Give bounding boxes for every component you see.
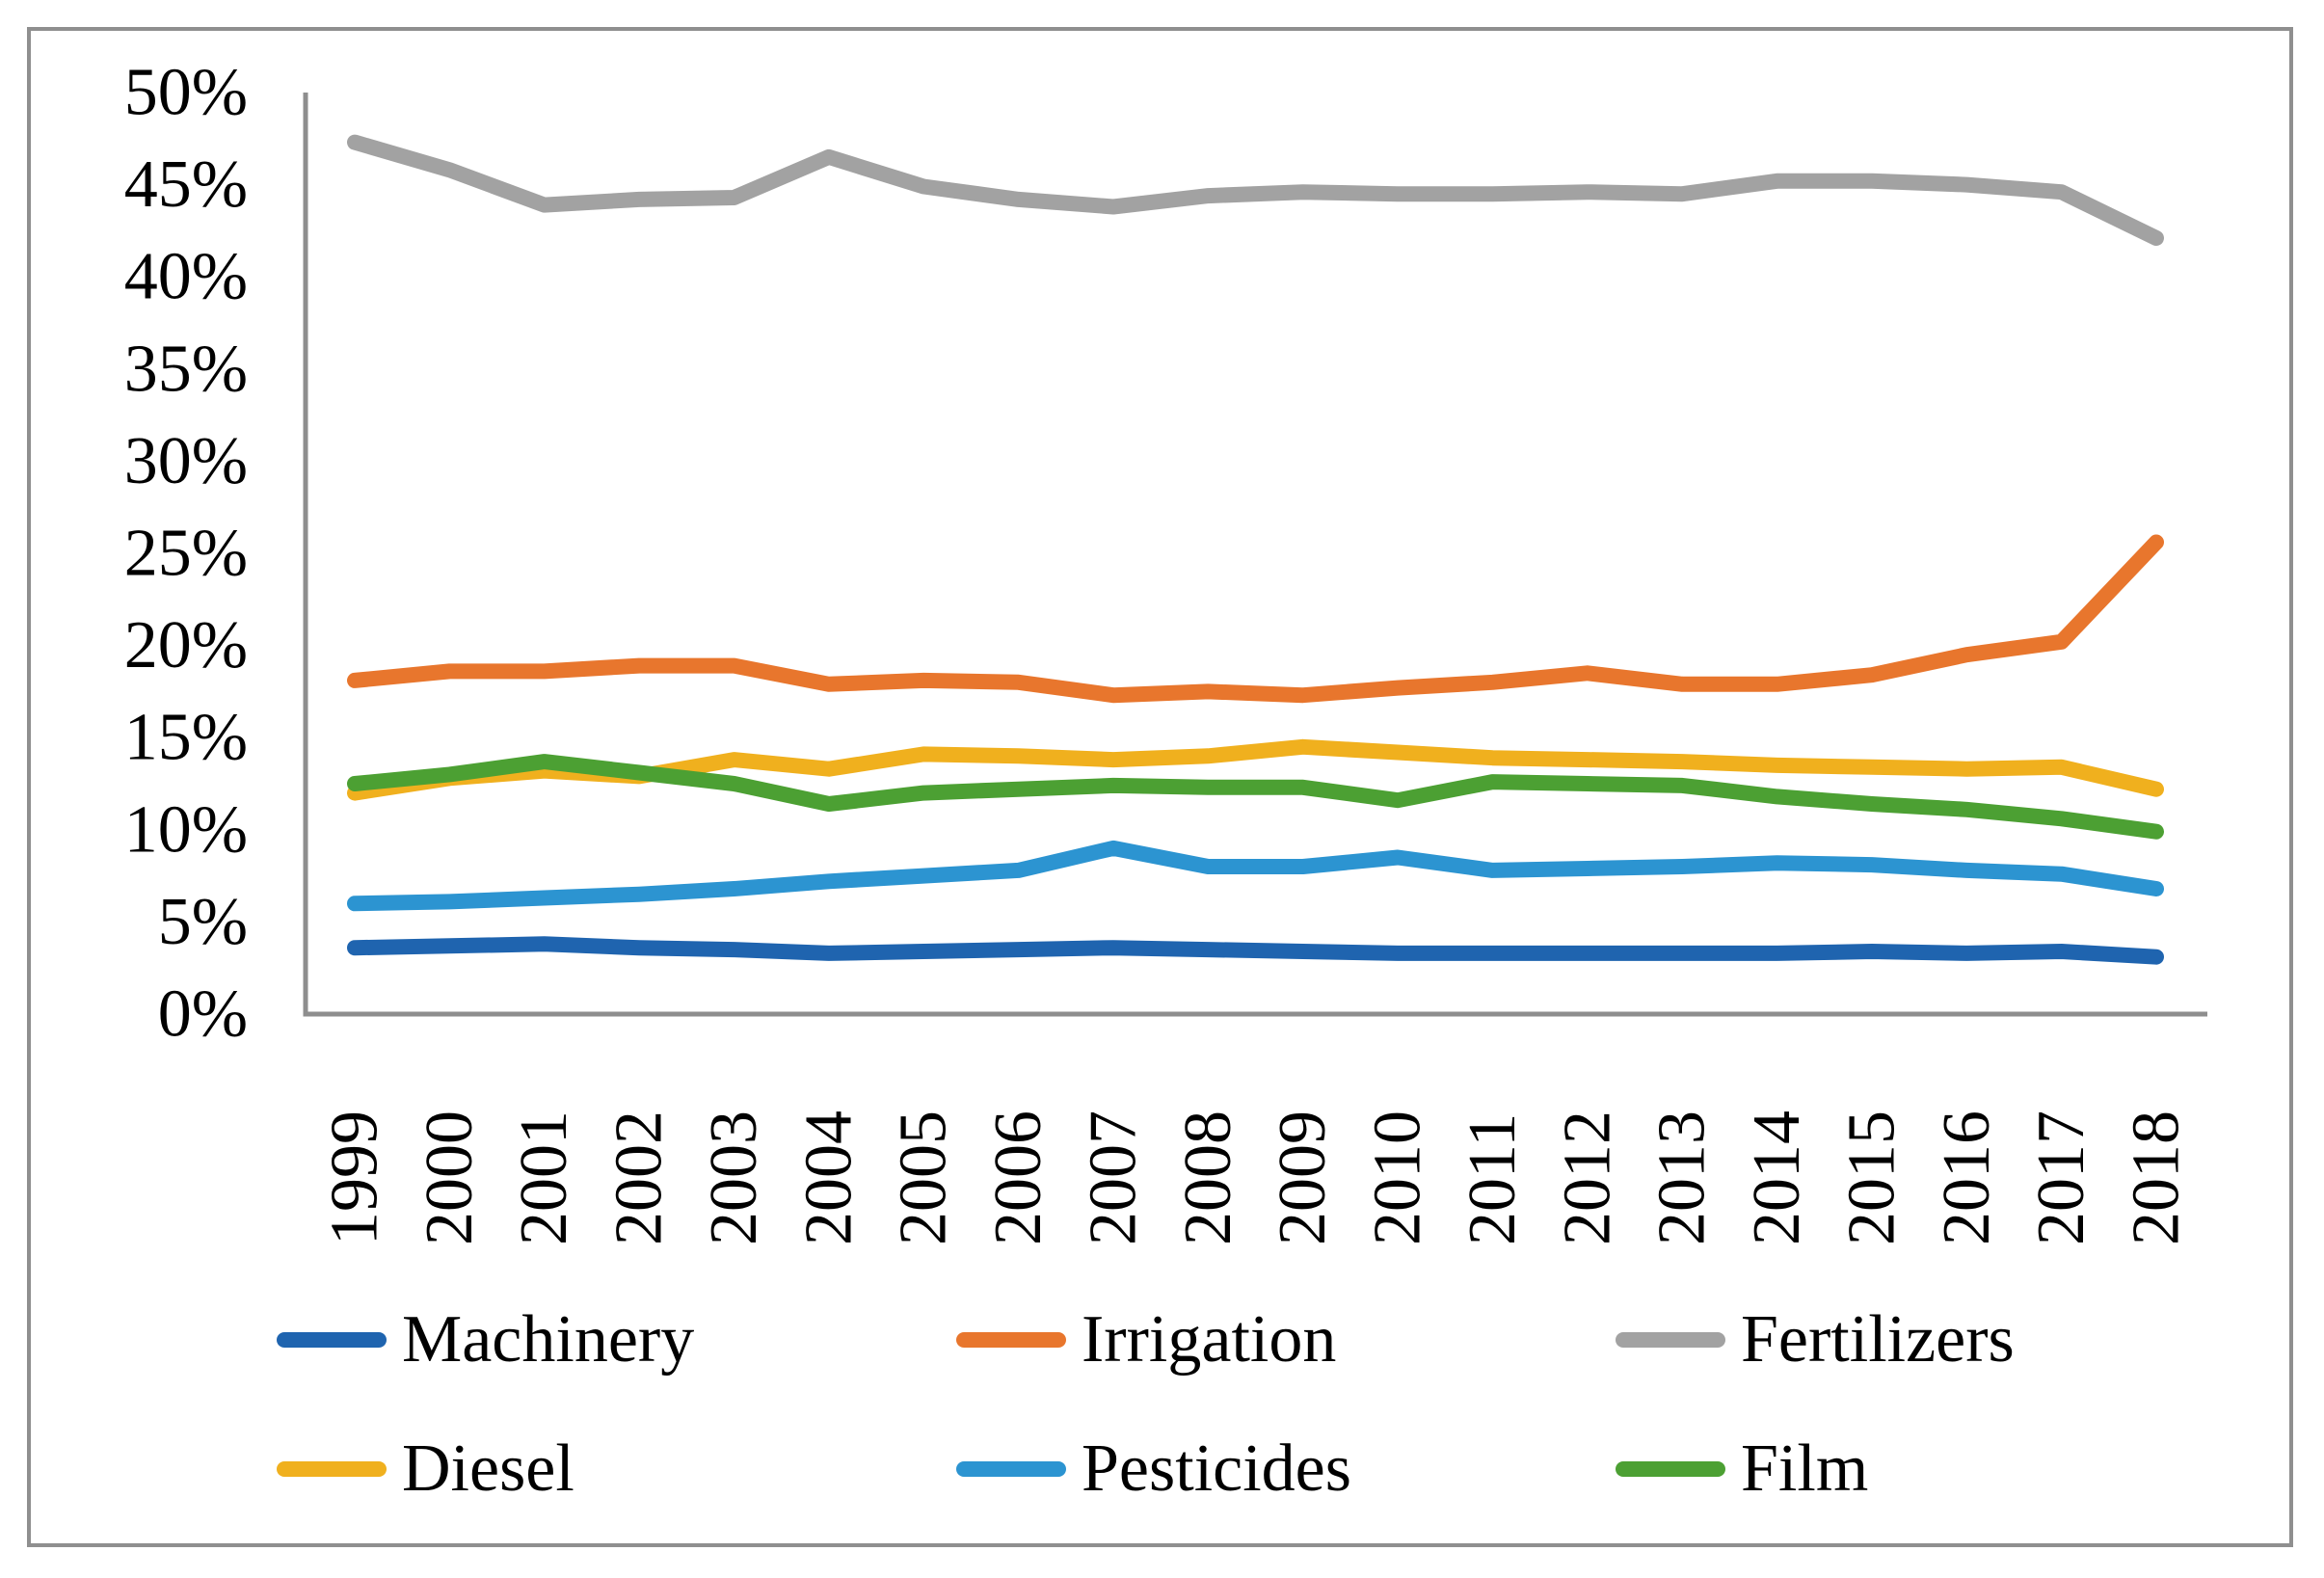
legend-swatch-irrigation-icon — [956, 1332, 1066, 1348]
y-axis-tick-label: 5% — [158, 885, 248, 959]
x-axis-year-label: 2014 — [1740, 1110, 1814, 1245]
series-line-fertilizers — [347, 134, 2164, 246]
legend-item-diesel: Diesel — [277, 1426, 574, 1512]
y-axis-tick-label: 45% — [124, 147, 248, 222]
legend-item-film: Film — [1616, 1426, 1868, 1512]
legend-item-fertilizers: Fertilizers — [1616, 1297, 2015, 1383]
x-axis-year-label: 2012 — [1550, 1110, 1624, 1245]
series-line-irrigation — [347, 534, 2164, 704]
series-line-machinery — [347, 936, 2164, 965]
legend-item-machinery: Machinery — [277, 1297, 694, 1383]
x-axis-year-label: 2003 — [697, 1110, 771, 1245]
x-axis-year-label: 2008 — [1171, 1110, 1245, 1245]
y-axis-tick-label: 10% — [124, 792, 248, 867]
x-axis-year-label: 2011 — [1456, 1113, 1530, 1245]
y-axis-tick-label: 20% — [124, 608, 248, 682]
legend-swatch-pesticides-icon — [956, 1461, 1066, 1477]
x-axis-year-label: 2010 — [1361, 1110, 1435, 1245]
legend-label: Film — [1741, 1431, 1869, 1506]
x-axis-year-label: 2018 — [2120, 1110, 2194, 1245]
x-axis-year-label: 2013 — [1645, 1110, 1720, 1245]
series-line-film — [347, 754, 2164, 840]
x-axis-year-label: 2005 — [887, 1110, 961, 1245]
x-axis-year-label: 2000 — [413, 1110, 487, 1245]
x-axis-year-label: 2017 — [2024, 1110, 2098, 1245]
axis-lines — [303, 93, 2207, 1017]
y-axis-tick-label: 15% — [124, 701, 248, 775]
x-axis-year-label: 2015 — [1834, 1110, 1909, 1245]
legend-label: Machinery — [402, 1302, 695, 1377]
legend-label: Irrigation — [1082, 1302, 1337, 1377]
y-axis-tick-label: 40% — [124, 240, 248, 314]
x-axis-year-label: 2004 — [791, 1110, 866, 1245]
y-axis-tick-label: 30% — [124, 424, 248, 498]
legend-item-irrigation: Irrigation — [956, 1297, 1336, 1383]
legend-swatch-diesel-icon — [277, 1461, 387, 1477]
y-axis-tick-label: 25% — [124, 517, 248, 591]
series-line-pesticides — [347, 840, 2164, 912]
x-axis-year-label: 2009 — [1266, 1110, 1340, 1245]
legend-label: Diesel — [402, 1431, 574, 1506]
legend-swatch-film-icon — [1616, 1461, 1725, 1477]
legend-swatch-fertilizers-icon — [1616, 1332, 1725, 1348]
legend-item-pesticides: Pesticides — [956, 1426, 1351, 1512]
x-axis-year-label: 1999 — [318, 1110, 392, 1245]
x-axis-year-label: 2006 — [981, 1110, 1055, 1245]
legend-label: Pesticides — [1082, 1431, 1351, 1506]
y-axis-tick-label: 0% — [158, 977, 248, 1052]
legend-label: Fertilizers — [1741, 1302, 2015, 1377]
x-axis-year-label: 2007 — [1076, 1110, 1150, 1245]
legend-swatch-machinery-icon — [277, 1332, 387, 1348]
x-axis-year-label: 2002 — [602, 1110, 677, 1245]
y-axis-tick-label: 35% — [124, 332, 248, 406]
x-axis-year-label: 2001 — [507, 1110, 581, 1245]
x-axis-year-label: 2016 — [1930, 1110, 2004, 1245]
y-axis-tick-label: 50% — [124, 56, 248, 130]
